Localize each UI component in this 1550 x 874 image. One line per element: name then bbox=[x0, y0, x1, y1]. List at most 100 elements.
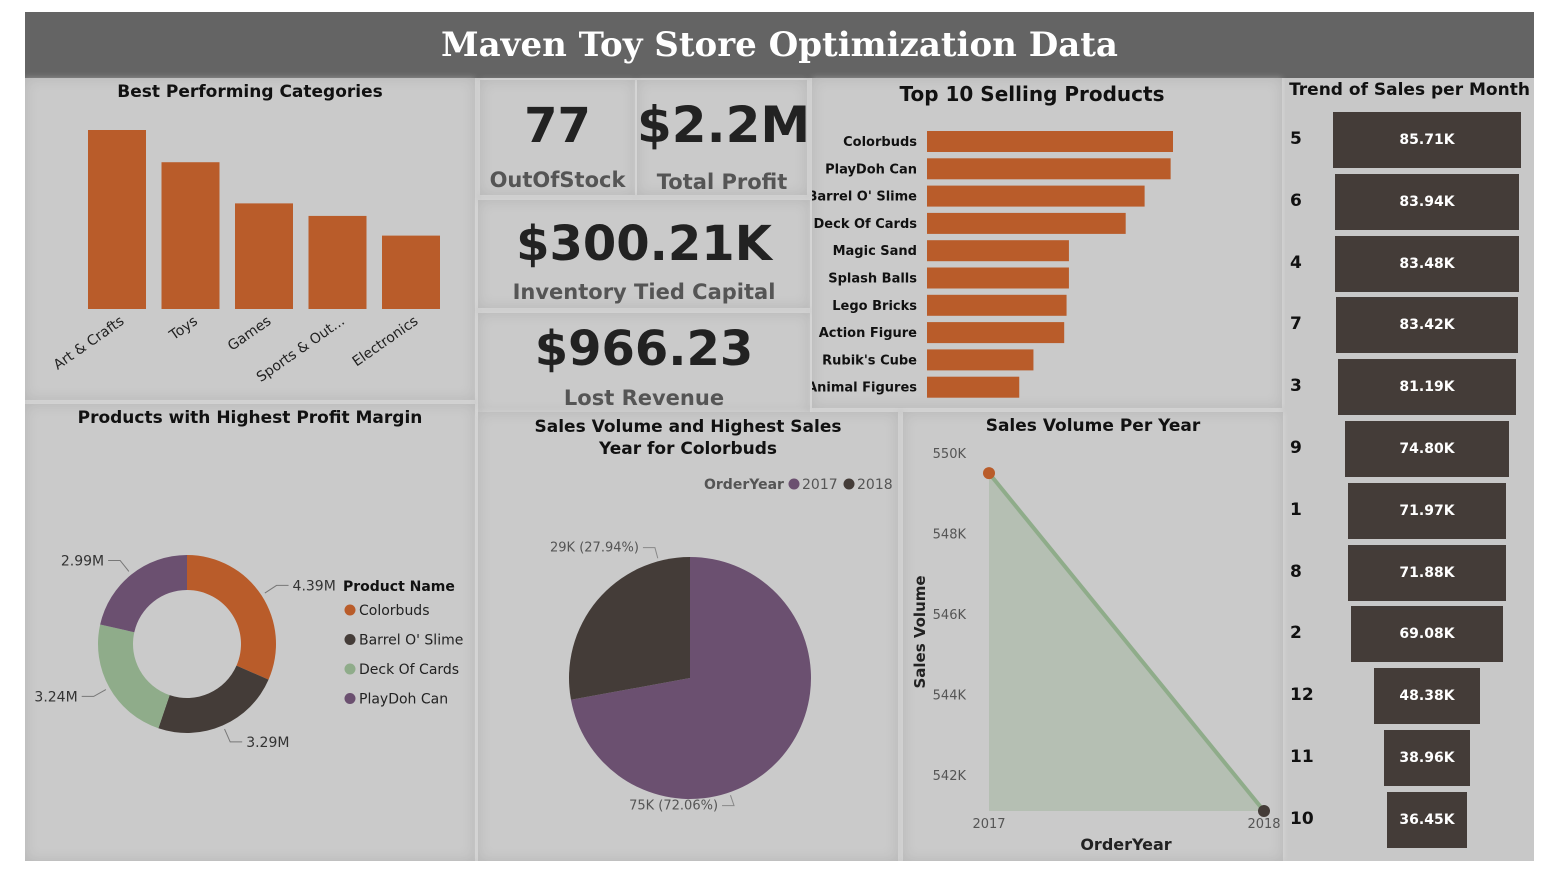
colorbuds-panel[interactable]: Sales Volume and Highest Sales Year for … bbox=[478, 412, 898, 861]
funnel-bar: 85.71K bbox=[1333, 112, 1521, 168]
yearly-ytick-label: 548K bbox=[933, 527, 967, 542]
yearly-xtick-label: 2017 bbox=[972, 817, 1005, 832]
product-bar bbox=[927, 212, 1126, 234]
product-bar bbox=[927, 376, 1020, 398]
product-bar bbox=[927, 349, 1034, 371]
donut-data-label: 2.99M bbox=[61, 553, 104, 569]
funnel-month-label: 4 bbox=[1290, 252, 1302, 273]
funnel-bar: 69.08K bbox=[1351, 606, 1503, 663]
kpi-outofstock-label: OutOfStock bbox=[489, 168, 626, 192]
funnel-month-label: 6 bbox=[1290, 190, 1302, 211]
donut-leader-line bbox=[224, 728, 243, 743]
yearly-chart: 542K 544K 546K 548K 550K 2017 2018 OrderYear Sal… bbox=[911, 447, 1281, 854]
categories-title: Best Performing Categories bbox=[117, 82, 383, 102]
funnel-month-label: 9 bbox=[1290, 438, 1302, 458]
product-tick-label: Lego Bricks bbox=[832, 299, 917, 314]
kpi-profit-label: Total Profit bbox=[656, 170, 788, 194]
margin-legend-marker bbox=[344, 693, 356, 704]
margin-chart: 4.39M 3.29M 3.24M 2.99M Product Name Colorbud… bbox=[34, 553, 463, 750]
pie-slice bbox=[570, 557, 811, 799]
funnel-month-label: 10 bbox=[1290, 808, 1314, 829]
trend-title: Trend of Sales per Month bbox=[1289, 80, 1530, 100]
pie-slice bbox=[569, 557, 690, 700]
funnel-bar: 83.94K bbox=[1334, 173, 1520, 230]
funnel-month-label: 1 bbox=[1290, 499, 1302, 520]
kpi-lost-card[interactable]: $966.23 Lost Revenue bbox=[478, 313, 810, 414]
product-tick-label: Colorbuds bbox=[843, 135, 917, 150]
margin-legend-label: PlayDoh Can bbox=[359, 692, 448, 708]
colorbuds-chart: 75K (72.06%) 29K (27.94%) OrderYear 2017 201… bbox=[550, 477, 893, 814]
funnel-bar: 83.42K bbox=[1335, 297, 1519, 354]
product-tick-label: Rubik's Cube bbox=[822, 353, 917, 368]
top10-panel[interactable]: Top 10 Selling Products Colorbuds PlayDoh… bbox=[812, 78, 1282, 408]
product-tick-label: Splash Balls bbox=[828, 272, 917, 287]
category-bar bbox=[235, 203, 293, 309]
kpi-lost-value: $966.23 bbox=[534, 321, 754, 377]
yearly-line bbox=[987, 471, 1266, 813]
title-banner: Maven Toy Store Optimization Data bbox=[25, 12, 1534, 78]
pie-legend-marker bbox=[788, 478, 800, 490]
funnel-bar: 83.48K bbox=[1335, 235, 1519, 292]
yearly-xtick-label: 2018 bbox=[1247, 817, 1280, 832]
yearly-yaxis-title: Sales Volume bbox=[911, 575, 929, 688]
product-bar bbox=[927, 158, 1171, 180]
funnel-month-label: 3 bbox=[1290, 376, 1302, 397]
category-bar bbox=[88, 130, 146, 309]
kpi-inventory-value: $300.21K bbox=[516, 216, 772, 272]
pie-leader-line bbox=[642, 547, 659, 559]
yearly-title: Sales Volume Per Year bbox=[985, 416, 1201, 436]
yearly-ytick-label: 544K bbox=[933, 688, 967, 703]
funnel-month-label: 5 bbox=[1290, 129, 1302, 149]
margin-legend-label: Colorbuds bbox=[359, 603, 430, 619]
funnel-month-label: 12 bbox=[1290, 685, 1314, 706]
donut-data-label: 4.39M bbox=[293, 578, 336, 594]
funnel-bar: 81.19K bbox=[1337, 359, 1517, 416]
pie-legend-label: 2017 bbox=[802, 477, 838, 493]
category-bar bbox=[161, 162, 220, 309]
yearly-marker bbox=[983, 467, 995, 480]
pie-data-label: 75K (72.06%) bbox=[629, 799, 718, 814]
yearly-xaxis-title: OrderYear bbox=[1080, 835, 1171, 854]
pie-legend-title: OrderYear bbox=[704, 477, 784, 493]
top10-chart: Colorbuds PlayDoh Can Barrel O' Slime Deck … bbox=[812, 131, 1173, 398]
donut-slice bbox=[187, 555, 276, 680]
funnel-bar: 38.96K bbox=[1384, 730, 1470, 786]
product-tick-label: Deck Of Cards bbox=[814, 217, 918, 232]
funnel-month-label: 2 bbox=[1290, 623, 1302, 644]
kpi-inventory-card[interactable]: $300.21K Inventory Tied Capital bbox=[478, 200, 810, 308]
funnel-bar: 48.38K bbox=[1373, 668, 1481, 725]
donut-leader-line bbox=[81, 689, 107, 697]
product-bar bbox=[927, 267, 1069, 289]
kpi-profit-card[interactable]: $2.2M Total Profit bbox=[637, 80, 811, 195]
kpi-outofstock-value: 77 bbox=[524, 98, 591, 154]
product-bar bbox=[927, 294, 1067, 316]
donut-data-label: 3.24M bbox=[34, 689, 77, 705]
donut-slice bbox=[100, 555, 187, 633]
yearly-panel[interactable]: Sales Volume Per Year 542K 544K 546K 548K 55… bbox=[903, 412, 1283, 861]
margin-panel[interactable]: Products with Highest Profit Margin 4.39… bbox=[25, 404, 475, 861]
dashboard-title: Maven Toy Store Optimization Data bbox=[441, 25, 1118, 65]
funnel-bar: 71.88K bbox=[1348, 544, 1506, 601]
product-tick-label: Animal Figures bbox=[812, 381, 917, 396]
category-bar bbox=[308, 215, 367, 309]
pie-legend-label: 2018 bbox=[857, 477, 893, 493]
pie-leader-line bbox=[722, 795, 735, 807]
colorbuds-title: Sales Volume and Highest Sales Year for … bbox=[534, 417, 842, 459]
product-tick-label: PlayDoh Can bbox=[825, 162, 917, 177]
yearly-ytick-label: 546K bbox=[933, 608, 967, 623]
kpi-outofstock-card[interactable]: 77 OutOfStock bbox=[480, 80, 635, 195]
kpi-profit-value: $2.2M bbox=[637, 96, 811, 154]
category-bar bbox=[382, 235, 440, 309]
funnel-bar: 71.97K bbox=[1348, 482, 1506, 539]
funnel-month-label: 7 bbox=[1290, 314, 1302, 335]
category-tick-label: Electronics bbox=[350, 313, 422, 370]
yearly-marker bbox=[1258, 805, 1270, 817]
product-bar bbox=[927, 131, 1173, 152]
yearly-ytick-label: 542K bbox=[933, 769, 967, 784]
pie-data-label: 29K (27.94%) bbox=[550, 541, 639, 556]
product-tick-label: Barrel O' Slime bbox=[812, 190, 917, 205]
categories-panel[interactable]: Best Performing Categories Art & Crafts T… bbox=[25, 78, 475, 400]
category-tick-label: Games bbox=[225, 313, 274, 354]
donut-leader-line bbox=[108, 559, 130, 572]
